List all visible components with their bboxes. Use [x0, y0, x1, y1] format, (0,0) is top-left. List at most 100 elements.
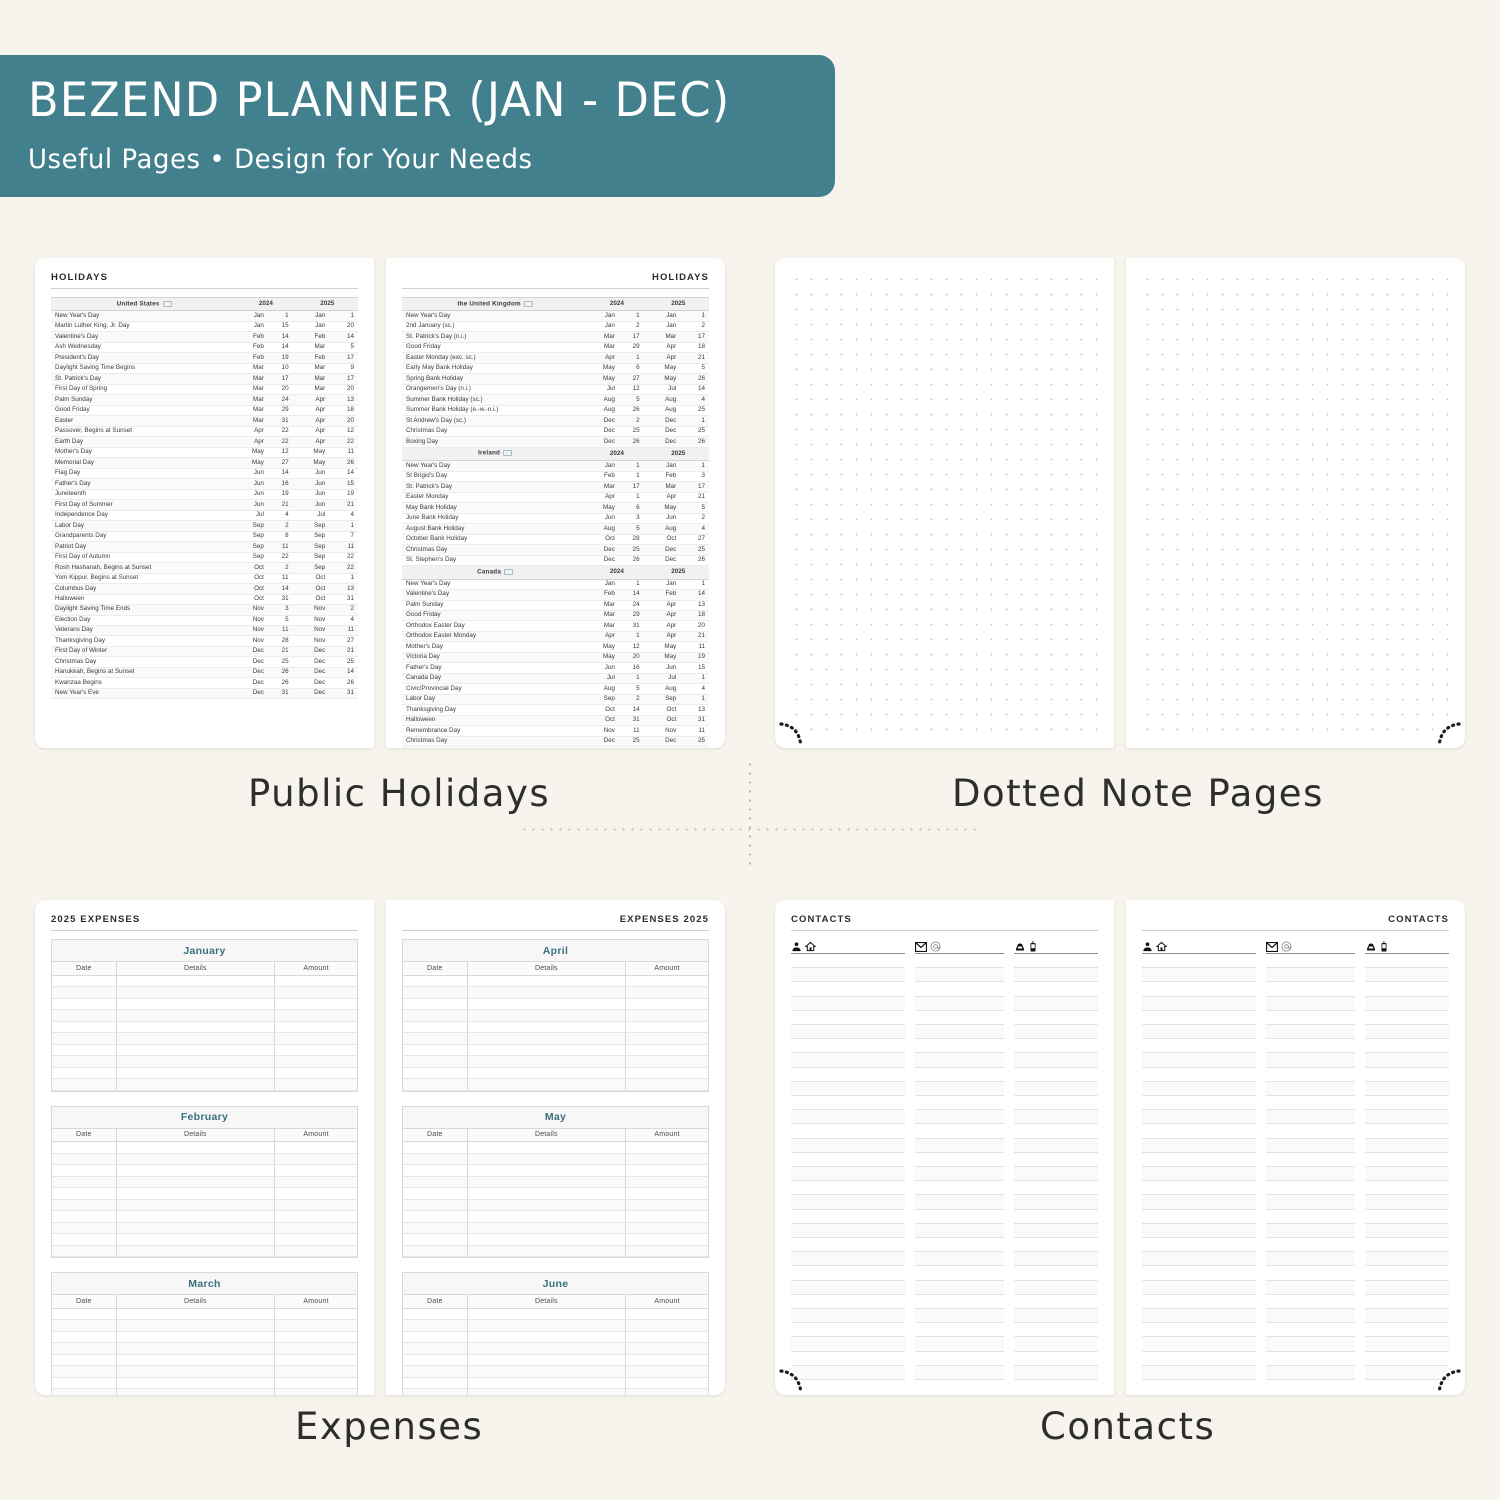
contact-write-line[interactable]: [1364, 1138, 1449, 1153]
expense-details-cell[interactable]: [467, 1199, 627, 1212]
expense-date-cell[interactable]: [52, 1021, 117, 1034]
expense-amount-cell[interactable]: [274, 1055, 357, 1068]
contact-write-line[interactable]: [1364, 1195, 1449, 1210]
contact-write-line[interactable]: [1364, 1337, 1449, 1352]
expense-amount-cell[interactable]: [274, 1032, 357, 1045]
contact-write-line[interactable]: [1013, 1011, 1098, 1026]
expense-details-cell[interactable]: [116, 1032, 276, 1045]
expense-row[interactable]: [52, 1319, 357, 1332]
contact-write-line[interactable]: [914, 1195, 1004, 1210]
contact-write-line[interactable]: [791, 1081, 905, 1097]
expense-row[interactable]: [52, 1210, 357, 1223]
expense-date-cell[interactable]: [403, 1199, 468, 1212]
expense-details-cell[interactable]: [116, 1199, 276, 1212]
contact-write-line[interactable]: [1013, 1295, 1098, 1310]
expense-row[interactable]: [403, 1245, 708, 1258]
contact-write-line[interactable]: [1364, 1280, 1449, 1295]
expense-row[interactable]: [403, 1199, 708, 1212]
contact-write-line[interactable]: [1013, 1323, 1098, 1338]
expense-date-cell[interactable]: [52, 1354, 117, 1367]
expense-details-cell[interactable]: [116, 1222, 276, 1235]
expense-amount-cell[interactable]: [625, 1009, 708, 1022]
contact-write-line[interactable]: [791, 1096, 905, 1111]
expense-row[interactable]: [403, 1021, 708, 1034]
expense-details-cell[interactable]: [467, 1222, 627, 1235]
expense-amount-cell[interactable]: [625, 1365, 708, 1378]
contact-write-line[interactable]: [914, 1365, 1004, 1381]
expense-row[interactable]: [403, 1187, 708, 1200]
contact-write-line[interactable]: [1013, 1138, 1098, 1153]
expense-date-cell[interactable]: [403, 1187, 468, 1200]
contact-write-line[interactable]: [791, 1195, 905, 1210]
expense-date-cell[interactable]: [52, 1308, 117, 1321]
contact-write-line[interactable]: [1265, 1309, 1355, 1324]
expense-details-cell[interactable]: [116, 1354, 276, 1367]
contact-write-line[interactable]: [791, 1053, 905, 1068]
expense-row[interactable]: [403, 975, 708, 988]
expense-details-cell[interactable]: [116, 1187, 276, 1200]
contact-write-line[interactable]: [1013, 1053, 1098, 1068]
contact-write-line[interactable]: [1013, 1096, 1098, 1111]
contact-write-line[interactable]: [791, 1153, 905, 1168]
expense-amount-cell[interactable]: [625, 1176, 708, 1189]
contact-write-line[interactable]: [1013, 1025, 1098, 1040]
expense-date-cell[interactable]: [52, 975, 117, 988]
expense-row[interactable]: [52, 1342, 357, 1355]
expense-details-cell[interactable]: [467, 1308, 627, 1321]
contact-write-line[interactable]: [1265, 982, 1355, 997]
contact-write-line[interactable]: [1265, 1280, 1355, 1295]
contact-write-line[interactable]: [791, 1138, 905, 1153]
contact-write-line[interactable]: [1364, 1323, 1449, 1338]
contact-write-line[interactable]: [1013, 1337, 1098, 1352]
expense-details-cell[interactable]: [116, 1055, 276, 1068]
expense-details-cell[interactable]: [116, 1021, 276, 1034]
expense-date-cell[interactable]: [403, 1342, 468, 1355]
expense-amount-cell[interactable]: [625, 1199, 708, 1212]
expense-details-cell[interactable]: [467, 1331, 627, 1344]
contact-write-line[interactable]: [1364, 1025, 1449, 1040]
expense-date-cell[interactable]: [403, 986, 468, 999]
expense-details-cell[interactable]: [116, 1164, 276, 1177]
contact-write-line[interactable]: [1265, 1365, 1355, 1381]
contact-write-line[interactable]: [791, 1025, 905, 1040]
contact-write-line[interactable]: [1013, 1210, 1098, 1224]
contact-write-line[interactable]: [791, 1295, 905, 1310]
expense-amount-cell[interactable]: [625, 1233, 708, 1246]
expense-row[interactable]: [52, 986, 357, 999]
expense-details-cell[interactable]: [467, 1365, 627, 1378]
contact-write-line[interactable]: [1265, 1138, 1355, 1153]
expense-details-cell[interactable]: [467, 975, 627, 988]
expense-date-cell[interactable]: [52, 1164, 117, 1177]
expense-date-cell[interactable]: [403, 1021, 468, 1034]
contact-write-line[interactable]: [1142, 1096, 1256, 1111]
expense-amount-cell[interactable]: [625, 1222, 708, 1235]
contact-write-line[interactable]: [1364, 1068, 1449, 1082]
contact-write-line[interactable]: [1142, 954, 1256, 969]
expense-amount-cell[interactable]: [274, 1153, 357, 1166]
expense-amount-cell[interactable]: [625, 1388, 708, 1395]
expense-details-cell[interactable]: [467, 1388, 627, 1395]
contact-write-line[interactable]: [1364, 996, 1449, 1011]
expense-details-cell[interactable]: [467, 1055, 627, 1068]
expense-row[interactable]: [403, 1388, 708, 1395]
contact-write-line[interactable]: [1265, 1068, 1355, 1082]
expense-row[interactable]: [52, 1055, 357, 1068]
contact-write-line[interactable]: [1013, 954, 1098, 969]
contact-write-line[interactable]: [1142, 1181, 1256, 1196]
contact-write-line[interactable]: [1013, 968, 1098, 983]
expense-amount-cell[interactable]: [625, 1055, 708, 1068]
contact-write-line[interactable]: [914, 1138, 1004, 1153]
expense-amount-cell[interactable]: [274, 1308, 357, 1321]
expense-details-cell[interactable]: [467, 986, 627, 999]
expense-date-cell[interactable]: [403, 1078, 468, 1091]
contact-write-line[interactable]: [1364, 1081, 1449, 1097]
expense-row[interactable]: [52, 1044, 357, 1057]
expense-row[interactable]: [403, 1233, 708, 1246]
expense-date-cell[interactable]: [52, 1222, 117, 1235]
expense-amount-cell[interactable]: [274, 1388, 357, 1395]
contact-write-line[interactable]: [1265, 1167, 1355, 1182]
expense-row[interactable]: [52, 1365, 357, 1378]
contact-write-line[interactable]: [1364, 1039, 1449, 1054]
contact-write-line[interactable]: [791, 1167, 905, 1182]
expense-row[interactable]: [403, 1078, 708, 1091]
